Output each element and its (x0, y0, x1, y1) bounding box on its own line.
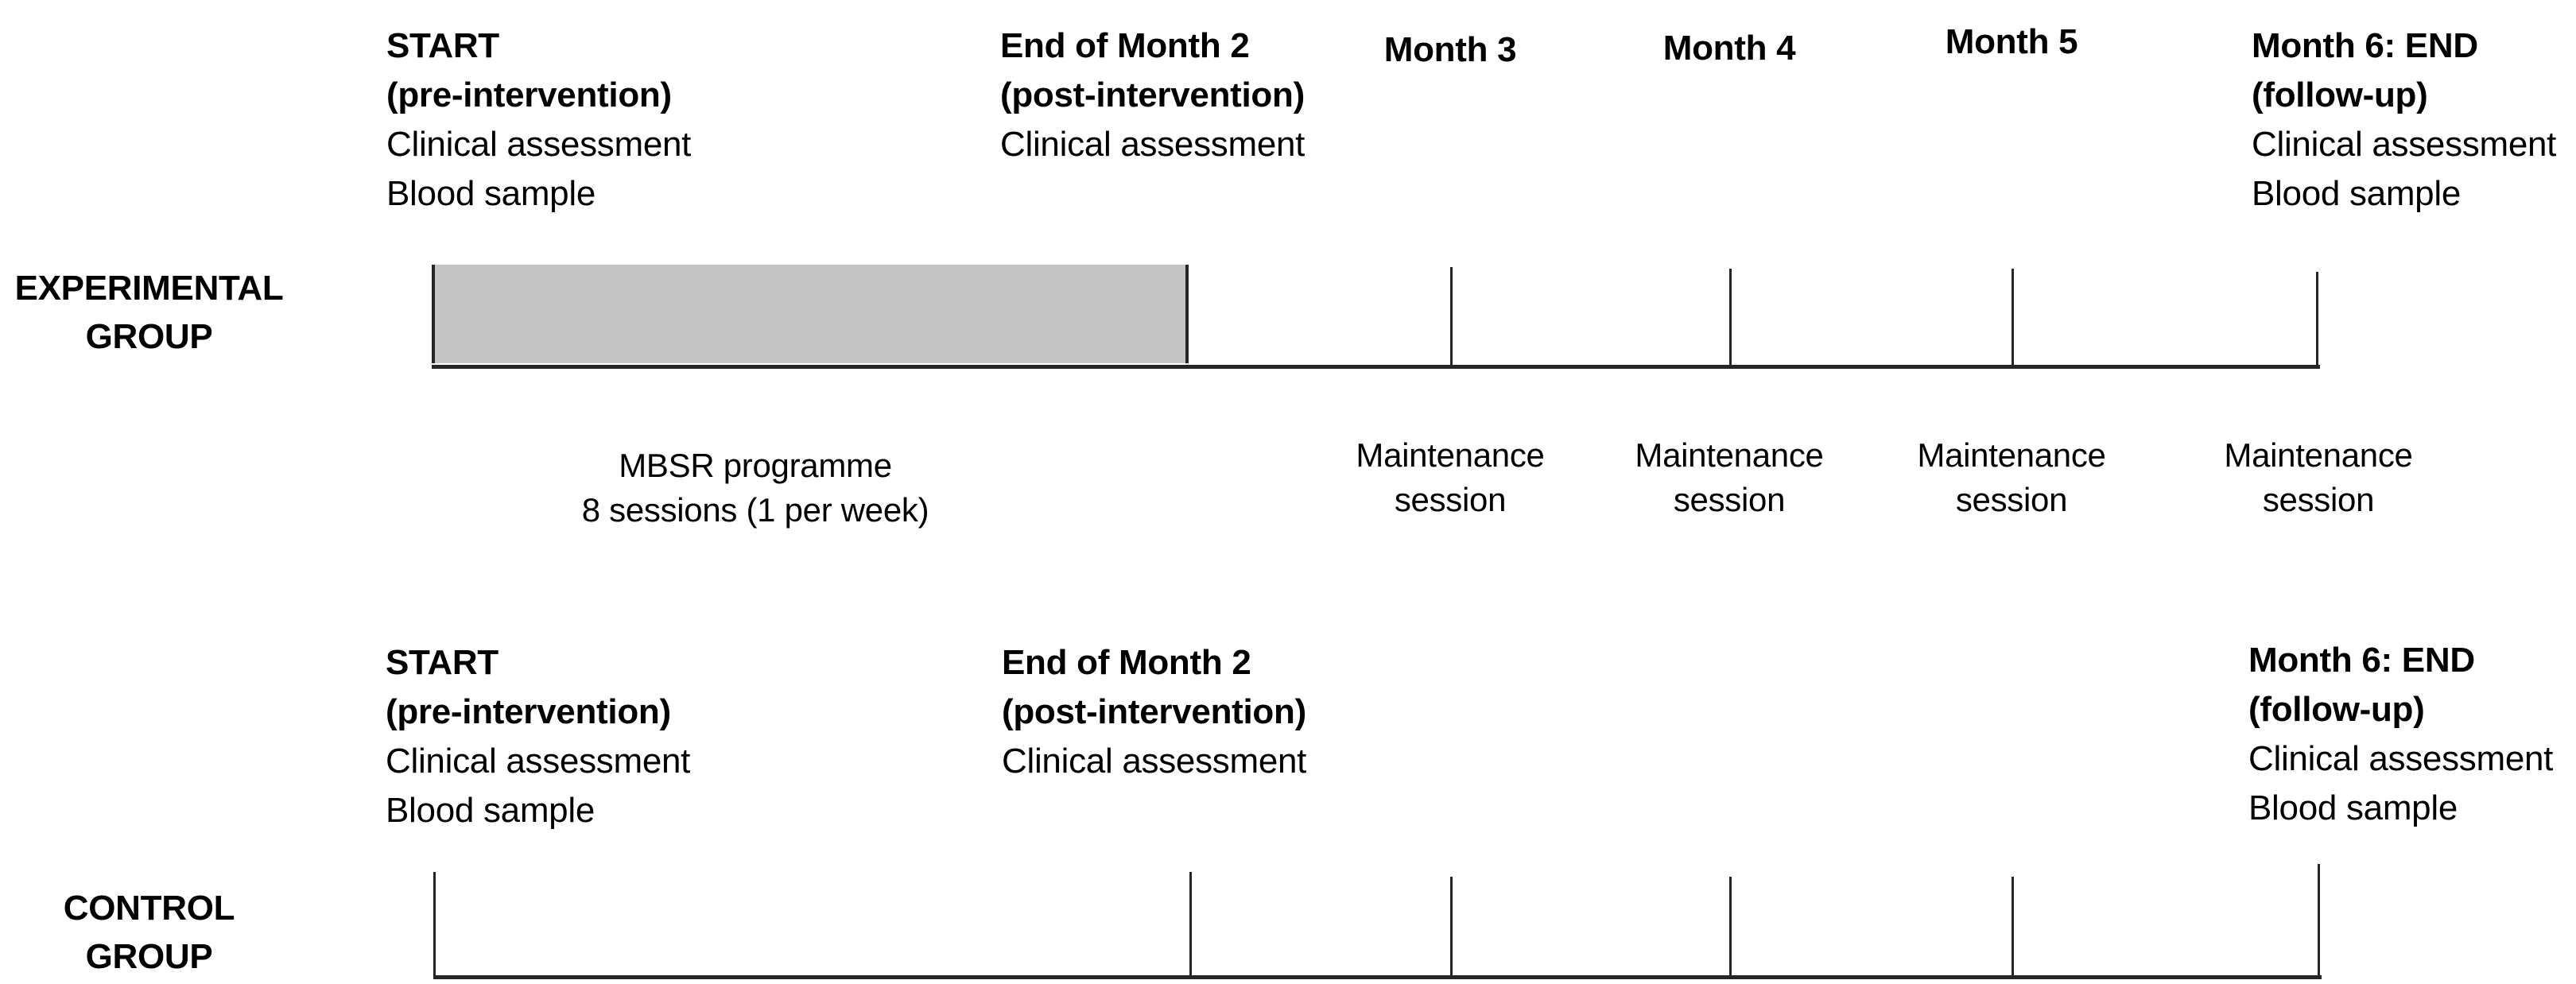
group-label-line1: CONTROL (63, 889, 235, 928)
maintenance-label-month6: Maintenance session (2191, 433, 2446, 522)
milestone-title: START (386, 643, 499, 682)
exp-tick-month6 (2316, 272, 2318, 365)
ctl-tick-month6 (2318, 864, 2320, 975)
group-label-line2: GROUP (85, 317, 213, 356)
milestone-subtitle: (follow-up) (2252, 76, 2428, 114)
milestone-item: Clinical assessment (1002, 742, 1307, 781)
maintenance-label-month3: Maintenance session (1323, 433, 1577, 522)
mbsr-label-line2: 8 sessions (1 per week) (581, 491, 929, 529)
milestone-item: Blood sample (386, 791, 595, 830)
ctl-tick-month3 (1450, 877, 1453, 975)
group-label-line2: GROUP (85, 937, 213, 976)
maintenance-line2: session (2262, 481, 2375, 518)
milestone-title: START (386, 26, 499, 65)
exp-month3-label: Month 3 (1383, 30, 1517, 69)
maintenance-label-month5: Maintenance session (1884, 433, 2139, 522)
milestone-subtitle: (pre-intervention) (386, 692, 671, 731)
exp-month4-label: Month 4 (1662, 29, 1796, 68)
ctl-tick-month2 (1189, 872, 1192, 975)
exp-month5-label: Month 5 (1945, 22, 2078, 61)
exp-month2-milestone: End of Month 2 (post-intervention) Clini… (1000, 21, 1305, 169)
milestone-subtitle: (post-intervention) (1002, 692, 1306, 731)
milestone-title: End of Month 2 (1000, 26, 1250, 65)
ctl-start-milestone: START (pre-intervention) Clinical assess… (386, 638, 690, 835)
maintenance-line1: Maintenance (2224, 436, 2413, 474)
mbsr-programme-label: MBSR programme 8 sessions (1 per week) (433, 444, 1077, 533)
ctl-tick-month4 (1729, 877, 1732, 975)
milestone-item: Clinical assessment (2248, 739, 2554, 778)
experimental-timeline-line (432, 365, 2320, 369)
milestone-item: Blood sample (2248, 788, 2458, 827)
ctl-month2-milestone: End of Month 2 (post-intervention) Clini… (1002, 638, 1306, 786)
milestone-item: Blood sample (2252, 174, 2461, 213)
maintenance-line2: session (1394, 481, 1507, 518)
exp-tick-month4 (1729, 269, 1732, 365)
milestone-item: Clinical assessment (386, 742, 691, 781)
milestone-title: Month 6: END (2252, 26, 2478, 65)
milestone-title: End of Month 2 (1002, 643, 1251, 682)
mbsr-label-line1: MBSR programme (619, 447, 892, 484)
milestone-subtitle: (follow-up) (2248, 690, 2425, 729)
milestone-item: Blood sample (386, 174, 596, 213)
group-label-line1: EXPERIMENTAL (14, 269, 284, 308)
maintenance-line2: session (1955, 481, 2068, 518)
milestone-subtitle: (pre-intervention) (386, 76, 672, 114)
control-timeline-line (433, 975, 2322, 979)
milestone-subtitle: (post-intervention) (1000, 76, 1305, 114)
exp-tick-month3 (1450, 267, 1453, 365)
experimental-group-label: EXPERIMENTAL GROUP (12, 264, 286, 361)
maintenance-line1: Maintenance (1917, 436, 2106, 474)
ctl-tick-month5 (2012, 877, 2014, 975)
maintenance-line2: session (1673, 481, 1786, 518)
ctl-tick-start (433, 872, 436, 975)
control-group-label: CONTROL GROUP (12, 884, 286, 981)
exp-tick-month5 (2012, 269, 2014, 365)
mbsr-intervention-box (432, 265, 1189, 363)
milestone-item: Clinical assessment (386, 125, 692, 164)
maintenance-line1: Maintenance (1635, 436, 1824, 474)
milestone-item: Clinical assessment (1000, 125, 1305, 164)
milestone-item: Clinical assessment (2252, 125, 2557, 164)
milestone-title: Month 6: END (2248, 641, 2475, 680)
exp-start-milestone: START (pre-intervention) Clinical assess… (386, 21, 691, 219)
maintenance-label-month4: Maintenance session (1602, 433, 1856, 522)
exp-month6-milestone: Month 6: END (follow-up) Clinical assess… (2252, 21, 2556, 219)
ctl-month6-milestone: Month 6: END (follow-up) Clinical assess… (2248, 636, 2553, 833)
maintenance-line1: Maintenance (1356, 436, 1545, 474)
